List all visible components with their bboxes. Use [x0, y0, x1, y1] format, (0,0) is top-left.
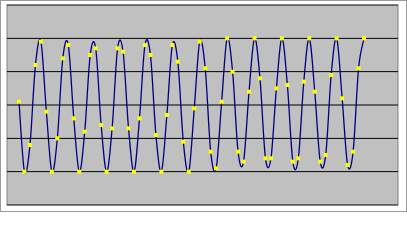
point-marker — [60, 56, 65, 61]
point-marker — [301, 79, 306, 84]
point-marker — [219, 99, 224, 104]
point-marker — [263, 156, 268, 161]
point-marker — [175, 59, 180, 64]
point-marker — [99, 123, 104, 127]
point-marker — [159, 169, 164, 174]
point-marker — [334, 36, 339, 41]
point-marker — [153, 133, 158, 137]
point-marker — [17, 99, 21, 104]
point-marker — [93, 46, 98, 51]
point-marker — [345, 163, 350, 167]
point-marker — [186, 169, 191, 174]
point-marker — [44, 109, 49, 114]
point-marker — [55, 136, 60, 141]
point-marker — [121, 49, 126, 54]
point-marker — [33, 63, 38, 67]
point-marker — [132, 169, 137, 174]
point-marker — [323, 153, 328, 157]
point-marker — [318, 159, 323, 164]
point-marker — [279, 36, 284, 41]
series-line — [18, 36, 365, 174]
point-marker — [22, 169, 27, 174]
point-marker — [27, 143, 32, 147]
point-marker — [148, 53, 153, 57]
point-marker — [110, 126, 115, 131]
point-marker — [241, 159, 246, 164]
point-marker — [290, 159, 295, 164]
point-marker — [104, 169, 109, 174]
point-marker — [181, 139, 186, 144]
point-marker — [351, 149, 356, 154]
point-marker — [362, 36, 367, 41]
point-marker — [307, 36, 312, 41]
point-marker — [257, 76, 262, 81]
point-marker — [82, 129, 87, 134]
point-marker — [137, 116, 142, 121]
point-marker — [268, 156, 273, 161]
point-marker — [225, 36, 230, 41]
point-marker — [236, 149, 241, 154]
point-marker — [71, 116, 76, 121]
point-marker — [170, 43, 175, 47]
point-marker — [252, 36, 257, 41]
point-marker — [88, 53, 93, 57]
point-marker — [274, 86, 279, 91]
point-marker — [38, 39, 43, 44]
point-marker — [214, 166, 219, 171]
point-marker — [66, 43, 71, 47]
point-marker — [230, 69, 235, 74]
point-marker — [197, 39, 202, 44]
point-marker — [356, 66, 361, 71]
point-marker — [312, 89, 317, 94]
point-marker — [285, 83, 290, 87]
chart — [0, 0, 407, 212]
point-marker — [247, 89, 252, 94]
point-marker — [49, 169, 54, 174]
point-marker — [115, 46, 120, 51]
point-marker — [192, 106, 197, 111]
point-marker — [77, 169, 82, 174]
point-marker — [164, 113, 169, 117]
point-marker — [142, 43, 147, 47]
point-marker — [203, 66, 208, 71]
point-marker — [208, 149, 213, 154]
point-marker — [340, 96, 345, 101]
point-marker — [329, 73, 334, 77]
point-marker — [296, 156, 301, 161]
point-marker — [126, 126, 131, 131]
